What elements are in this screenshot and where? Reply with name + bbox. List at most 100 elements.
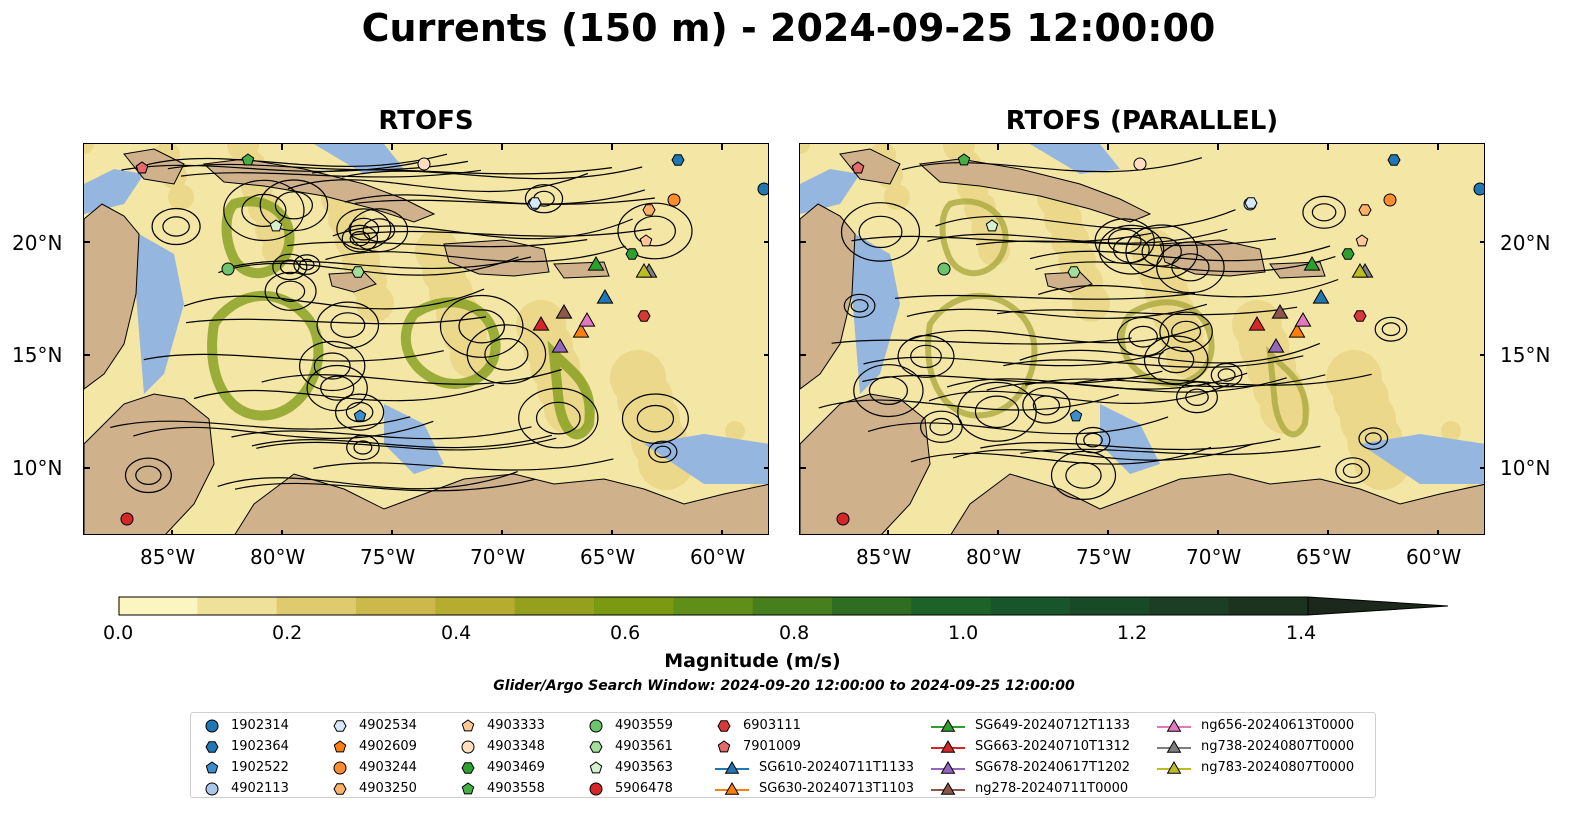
- map-marker-SG663-20240710T1312[interactable]: [1248, 316, 1266, 331]
- map-marker-4903333[interactable]: [639, 234, 653, 247]
- hexagon-marker-icon: [717, 720, 731, 732]
- lon-tick-label: 80°W: [250, 545, 306, 569]
- map-marker-ng783-20240807T0000[interactable]: [635, 263, 653, 278]
- map-marker-SG649-20240712T1133[interactable]: [1303, 256, 1321, 271]
- map-marker-4903469[interactable]: [1341, 248, 1355, 260]
- map-marker-1902522[interactable]: [353, 409, 367, 422]
- map-marker-5906478[interactable]: [120, 512, 134, 526]
- map-marker-4903563[interactable]: [269, 219, 283, 232]
- map-marker-SG610-20240711T1133[interactable]: [596, 289, 614, 304]
- circle-marker-icon: [333, 761, 347, 775]
- lat-tick-label: 10°N: [12, 456, 63, 480]
- map-marker-4903244[interactable]: [1383, 193, 1397, 207]
- map-marker-SG630-20240713T1103[interactable]: [1288, 323, 1306, 338]
- colorbar-tick-label: 0.2: [272, 622, 303, 644]
- triangle-marker-icon: [931, 719, 965, 732]
- search-window-text: Glider/Argo Search Window: 2024-09-20 12…: [493, 678, 1075, 694]
- lon-tick-label: 80°W: [966, 545, 1022, 569]
- map-marker-SG678-20240617T1202[interactable]: [1267, 338, 1285, 353]
- map-marker-4903333[interactable]: [1355, 234, 1369, 247]
- legend-label: 4902113: [231, 781, 289, 796]
- colorbar-segment: [276, 597, 357, 615]
- circle-marker-icon: [205, 782, 219, 796]
- legend-label: 4903558: [487, 781, 545, 796]
- colorbar-segment: [832, 597, 912, 615]
- colorbar-tick-label: 1.2: [1117, 622, 1148, 644]
- map-marker-4903250[interactable]: [642, 204, 656, 216]
- legend-label: 1902364: [231, 739, 289, 754]
- legend: 1902314 1902364 1902522 4902113 4902534 49026…: [190, 712, 1376, 798]
- triangle-marker-icon: [931, 761, 965, 774]
- map-marker-1902364[interactable]: [671, 154, 685, 166]
- legend-label: 4903250: [359, 781, 417, 796]
- map-panel-rtofs[interactable]: [83, 143, 769, 535]
- pentagon-marker-icon: [333, 740, 347, 753]
- triangle-marker-icon: [1157, 761, 1191, 774]
- lon-tick-label: 65°W: [1296, 545, 1352, 569]
- lon-tick-label: 75°W: [360, 545, 416, 569]
- legend-label: 4903348: [487, 739, 545, 754]
- map-panel-rtofs-parallel[interactable]: [799, 143, 1485, 535]
- legend-label: ng783-20240807T0000: [1201, 760, 1355, 775]
- legend-label: ng278-20240711T0000: [975, 781, 1129, 796]
- colorbar-segment: [990, 597, 1071, 615]
- map-marker-4903469[interactable]: [625, 248, 639, 260]
- colorbar-segment: [514, 597, 595, 615]
- map-marker-1902364[interactable]: [1387, 154, 1401, 166]
- legend-label: 6903111: [743, 718, 801, 733]
- colorbar: [118, 596, 1449, 616]
- map-marker-SG649-20240712T1133[interactable]: [587, 256, 605, 271]
- map-marker-4903559[interactable]: [937, 262, 951, 276]
- map-marker-4903558[interactable]: [957, 153, 971, 166]
- map-marker-4903559[interactable]: [221, 262, 235, 276]
- map-marker-5906478[interactable]: [836, 512, 850, 526]
- lon-tick-label: 70°W: [470, 545, 526, 569]
- map-marker-6903111[interactable]: [1353, 310, 1367, 322]
- colorbar-segment: [1070, 597, 1150, 615]
- legend-label: 4903333: [487, 718, 545, 733]
- map-marker-SG663-20240710T1312[interactable]: [532, 316, 550, 331]
- map-marker-6903111[interactable]: [637, 310, 651, 322]
- map-marker-4903563[interactable]: [985, 219, 999, 232]
- lon-tick-label: 75°W: [1076, 545, 1132, 569]
- legend-label: 5906478: [615, 781, 673, 796]
- map-marker-ng278-20240711T0000[interactable]: [1271, 304, 1289, 319]
- map-marker-4902534[interactable]: [528, 197, 542, 209]
- lon-tick-label: 65°W: [580, 545, 636, 569]
- lat-tick-label: 20°N: [1500, 231, 1551, 255]
- colorbar-segment: [435, 597, 516, 615]
- lon-tick-label: 70°W: [1186, 545, 1242, 569]
- map-marker-ng656-20240613T0000[interactable]: [1294, 312, 1312, 327]
- map-marker-4903558[interactable]: [241, 153, 255, 166]
- map-marker-SG678-20240617T1202[interactable]: [551, 338, 569, 353]
- map-marker-SG610-20240711T1133[interactable]: [1312, 289, 1330, 304]
- lat-tick-label: 15°N: [12, 343, 63, 367]
- map-marker-ng278-20240711T0000[interactable]: [555, 304, 573, 319]
- map-marker-4903244[interactable]: [667, 193, 681, 207]
- colorbar-tick-label: 0.4: [441, 622, 472, 644]
- map-marker-4902534[interactable]: [1244, 197, 1258, 209]
- figure-title: Currents (150 m) - 2024-09-25 12:00:00: [361, 6, 1216, 50]
- map-marker-1902522[interactable]: [1069, 409, 1083, 422]
- map-marker-ng656-20240613T0000[interactable]: [578, 312, 596, 327]
- circle-marker-icon: [461, 740, 475, 754]
- map-marker-1902314[interactable]: [1473, 182, 1485, 196]
- map-marker-SG630-20240713T1103[interactable]: [572, 323, 590, 338]
- hexagon-marker-icon: [333, 720, 347, 732]
- map-marker-1902314[interactable]: [757, 182, 769, 196]
- map-marker-4903561[interactable]: [1067, 266, 1081, 278]
- map-marker-4903250[interactable]: [1358, 204, 1372, 216]
- colorbar-segment: [1228, 597, 1309, 615]
- map-marker-ng783-20240807T0000[interactable]: [1351, 263, 1369, 278]
- lon-tick-label: 85°W: [856, 545, 912, 569]
- pentagon-marker-icon: [205, 761, 219, 774]
- legend-label: SG678-20240617T1202: [975, 760, 1131, 775]
- legend-label: SG610-20240711T1133: [759, 760, 915, 775]
- map-marker-4903561[interactable]: [351, 266, 365, 278]
- legend-label: 1902314: [231, 718, 289, 733]
- map-marker-7901009[interactable]: [135, 161, 149, 174]
- triangle-marker-icon: [715, 782, 749, 795]
- map-marker-7901009[interactable]: [851, 161, 865, 174]
- map-marker-4903348[interactable]: [1133, 157, 1147, 171]
- map-marker-4903348[interactable]: [417, 157, 431, 171]
